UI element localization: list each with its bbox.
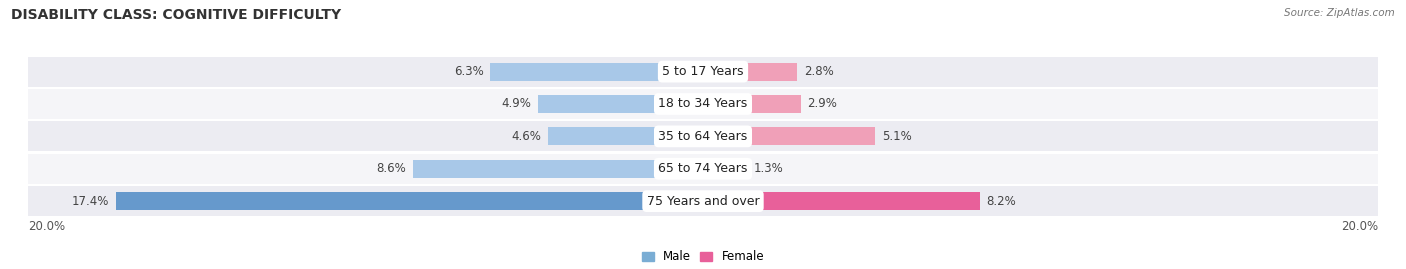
- Text: 2.8%: 2.8%: [804, 65, 834, 78]
- Bar: [548, 128, 703, 145]
- Text: 75 Years and over: 75 Years and over: [647, 195, 759, 208]
- Bar: [413, 160, 703, 178]
- Text: 4.9%: 4.9%: [501, 97, 531, 111]
- Bar: [28, 122, 1378, 151]
- Text: 5.1%: 5.1%: [882, 130, 911, 143]
- Text: 4.6%: 4.6%: [512, 130, 541, 143]
- Legend: Male, Female: Male, Female: [637, 246, 769, 268]
- Text: 17.4%: 17.4%: [72, 195, 110, 208]
- Bar: [28, 186, 1378, 216]
- Bar: [703, 63, 797, 80]
- Text: 5 to 17 Years: 5 to 17 Years: [662, 65, 744, 78]
- Text: 2.9%: 2.9%: [807, 97, 838, 111]
- Text: 8.6%: 8.6%: [377, 162, 406, 175]
- Bar: [703, 160, 747, 178]
- Bar: [703, 95, 801, 113]
- Text: Source: ZipAtlas.com: Source: ZipAtlas.com: [1284, 8, 1395, 18]
- Text: 18 to 34 Years: 18 to 34 Years: [658, 97, 748, 111]
- Text: 20.0%: 20.0%: [1341, 220, 1378, 233]
- Bar: [115, 192, 703, 210]
- Bar: [28, 89, 1378, 119]
- Bar: [703, 192, 980, 210]
- Text: 1.3%: 1.3%: [754, 162, 783, 175]
- Bar: [537, 95, 703, 113]
- Text: 35 to 64 Years: 35 to 64 Years: [658, 130, 748, 143]
- Text: 20.0%: 20.0%: [28, 220, 65, 233]
- Text: DISABILITY CLASS: COGNITIVE DIFFICULTY: DISABILITY CLASS: COGNITIVE DIFFICULTY: [11, 8, 342, 22]
- Bar: [491, 63, 703, 80]
- Text: 8.2%: 8.2%: [987, 195, 1017, 208]
- Bar: [703, 128, 875, 145]
- Text: 65 to 74 Years: 65 to 74 Years: [658, 162, 748, 175]
- Bar: [28, 154, 1378, 184]
- Text: 6.3%: 6.3%: [454, 65, 484, 78]
- Bar: [28, 57, 1378, 87]
